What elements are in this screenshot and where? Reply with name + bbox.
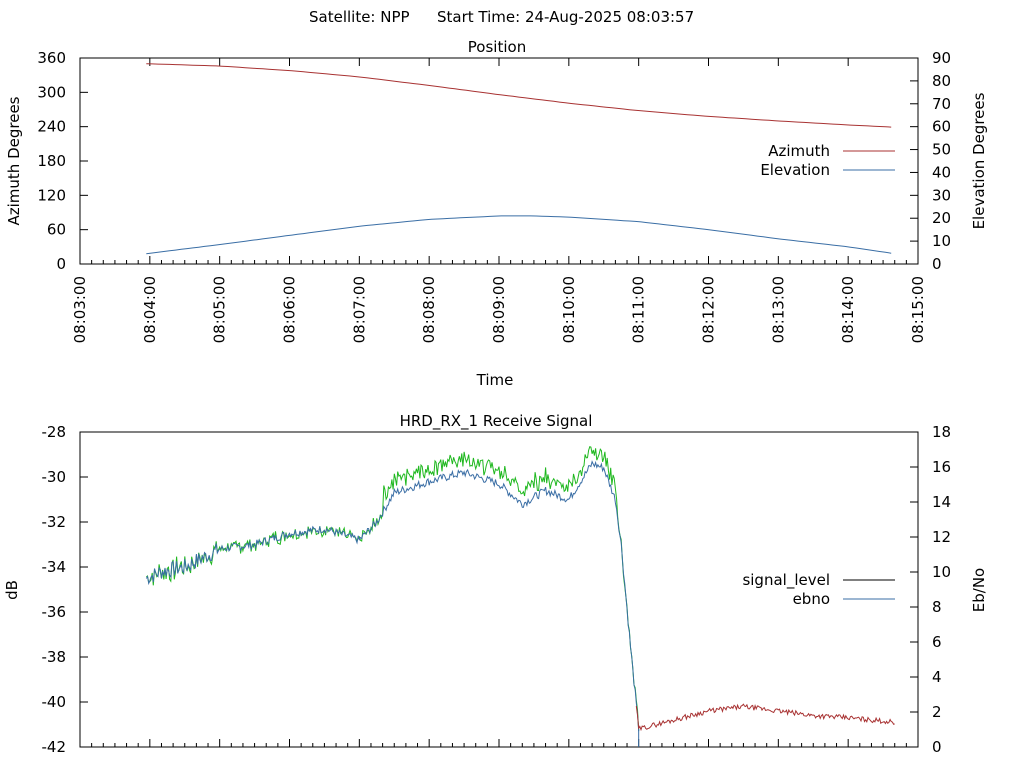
header-satellite: Satellite: NPP bbox=[309, 8, 410, 26]
y-tick-label: -36 bbox=[42, 603, 67, 621]
receive-signal-chart: HRD_RX_1 Receive Signal -42-40-38-36-34-… bbox=[3, 412, 988, 756]
position-x-axis: 08:03:00 08:04:00 08:05:00 08:06:00 08:07:00… bbox=[71, 58, 927, 343]
y2-tick-label: 40 bbox=[932, 163, 951, 181]
x-tick-label: 08:03:00 bbox=[71, 276, 89, 343]
y-tick-label: 0 bbox=[56, 255, 66, 273]
ebno-high-line bbox=[145, 446, 640, 731]
x-tick-label: 08:13:00 bbox=[769, 276, 787, 343]
y2-tick-label: 0 bbox=[932, 255, 942, 273]
position-y2label: Elevation Degrees bbox=[970, 92, 988, 229]
x-tick-label: 08:05:00 bbox=[211, 276, 229, 343]
y-tick-label: -42 bbox=[42, 738, 67, 756]
y-tick-label: -40 bbox=[42, 693, 67, 711]
x-tick-label: 08:12:00 bbox=[700, 276, 718, 343]
position-series bbox=[146, 63, 892, 255]
y2-tick-label: 14 bbox=[932, 493, 951, 511]
signal-title: HRD_RX_1 Receive Signal bbox=[400, 412, 593, 431]
signal-level-low-line bbox=[635, 703, 895, 732]
x-tick-label: 08:11:00 bbox=[630, 276, 648, 343]
y2-tick-label: 30 bbox=[932, 186, 951, 204]
position-xlabel: Time bbox=[476, 371, 514, 389]
y2-tick-label: 70 bbox=[932, 95, 951, 113]
y2-tick-label: 20 bbox=[932, 209, 951, 227]
y2-tick-label: 10 bbox=[932, 563, 951, 581]
signal-x-axis bbox=[79, 739, 919, 747]
y-tick-label: 180 bbox=[37, 152, 66, 170]
y-tick-label: -38 bbox=[42, 648, 67, 666]
y-tick-label: -30 bbox=[42, 468, 67, 486]
legend-elevation-label: Elevation bbox=[760, 161, 830, 179]
position-title: Position bbox=[468, 38, 526, 56]
y2-tick-label: 2 bbox=[932, 703, 942, 721]
y2-tick-label: 80 bbox=[932, 72, 951, 90]
position-y2-axis: 0 10 20 30 40 50 60 70 80 90 bbox=[910, 49, 951, 273]
x-tick-label: 08:08:00 bbox=[420, 276, 438, 343]
x-tick-label: 08:06:00 bbox=[281, 276, 299, 343]
legend-signal-level-label: signal_level bbox=[742, 571, 830, 590]
y2-tick-label: 0 bbox=[932, 738, 942, 756]
y2-tick-label: 16 bbox=[932, 458, 951, 476]
signal-y2-axis: 0 2 4 6 8 10 12 14 16 18 bbox=[910, 423, 951, 756]
x-tick-label: 08:04:00 bbox=[141, 276, 159, 343]
y2-tick-label: 90 bbox=[932, 49, 951, 67]
ebno-line bbox=[145, 460, 640, 732]
position-legend: Azimuth Elevation bbox=[760, 142, 895, 179]
y-tick-label: 240 bbox=[37, 118, 66, 136]
header-start-time: Start Time: 24-Aug-2025 08:03:57 bbox=[437, 8, 694, 26]
legend-ebno-label: ebno bbox=[793, 590, 830, 608]
position-ylabel: Azimuth Degrees bbox=[5, 96, 23, 225]
y-tick-label: -28 bbox=[42, 423, 67, 441]
x-tick-label: 08:09:00 bbox=[490, 276, 508, 343]
signal-y2label: Eb/No bbox=[970, 568, 988, 612]
signal-legend: signal_level ebno bbox=[742, 571, 895, 608]
y2-tick-label: 10 bbox=[932, 232, 951, 250]
azimuth-line bbox=[146, 63, 892, 128]
y2-tick-label: 8 bbox=[932, 598, 942, 616]
elevation-line bbox=[146, 215, 892, 255]
signal-series bbox=[145, 446, 895, 747]
position-chart: Position 0 60 120 180 240 300 360 0 10 20 30 40 50 6… bbox=[5, 38, 988, 389]
y-tick-label: 360 bbox=[37, 49, 66, 67]
y-tick-label: 300 bbox=[37, 83, 66, 101]
signal-ylabel: dB bbox=[3, 580, 21, 600]
y2-tick-label: 12 bbox=[932, 528, 951, 546]
y-tick-label: -34 bbox=[42, 558, 67, 576]
y2-tick-label: 6 bbox=[932, 633, 942, 651]
legend-azimuth-label: Azimuth bbox=[768, 142, 830, 160]
x-tick-label: 08:15:00 bbox=[909, 276, 927, 343]
y-tick-label: -32 bbox=[42, 513, 67, 531]
position-y-axis: 0 60 120 180 240 300 360 bbox=[37, 49, 88, 273]
y-tick-label: 60 bbox=[47, 221, 66, 239]
x-tick-label: 08:07:00 bbox=[350, 276, 368, 343]
y2-tick-label: 60 bbox=[932, 118, 951, 136]
y2-tick-label: 50 bbox=[932, 141, 951, 159]
y2-tick-label: 18 bbox=[932, 423, 951, 441]
x-tick-label: 08:14:00 bbox=[839, 276, 857, 343]
x-tick-label: 08:10:00 bbox=[560, 276, 578, 343]
y-tick-label: 120 bbox=[37, 186, 66, 204]
signal-y-axis: -42 -40 -38 -36 -34 -32 -30 -28 bbox=[42, 423, 88, 756]
y2-tick-label: 4 bbox=[932, 668, 942, 686]
